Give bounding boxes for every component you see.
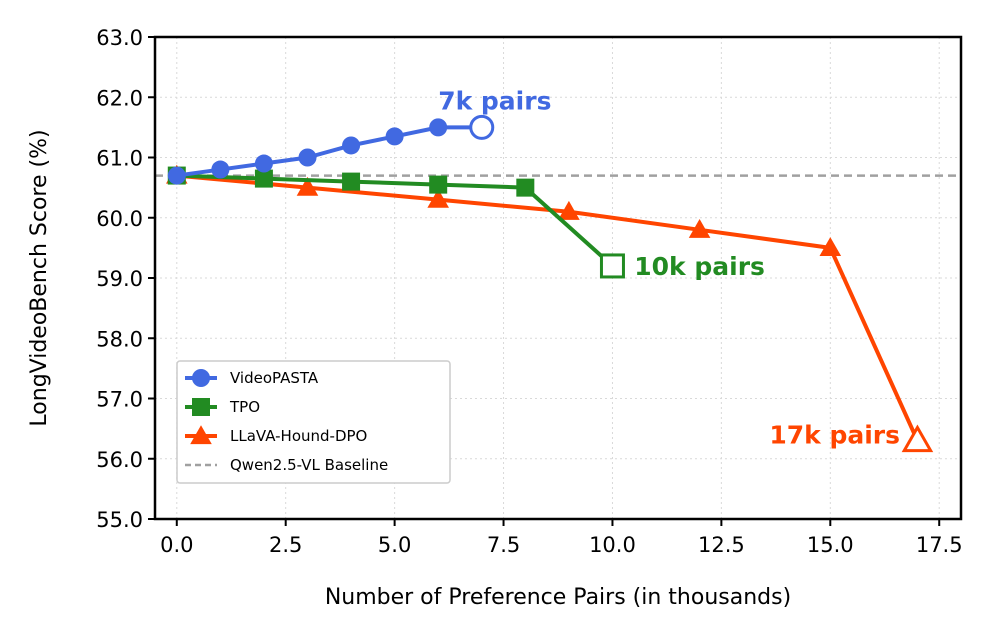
legend-item: VideoPASTA bbox=[185, 369, 319, 387]
legend-item: LLaVA-Hound-DPO bbox=[185, 425, 367, 445]
data-point bbox=[296, 176, 319, 196]
y-tick-label: 57.0 bbox=[96, 388, 143, 412]
y-tick-label: 59.0 bbox=[96, 267, 143, 291]
legend-swatch-marker bbox=[192, 398, 210, 416]
y-tick-label: 62.0 bbox=[96, 86, 143, 110]
annotation-label: 17k pairs bbox=[769, 421, 900, 450]
y-tick-label: 56.0 bbox=[96, 448, 143, 472]
y-axis-label: LongVideoBench Score (%) bbox=[27, 129, 52, 426]
data-point bbox=[342, 172, 361, 191]
legend-label: Qwen2.5-VL Baseline bbox=[230, 456, 388, 474]
series-layer bbox=[165, 114, 934, 453]
legend-label: LLaVA-Hound-DPO bbox=[230, 427, 367, 445]
legend-item: Qwen2.5-VL Baseline bbox=[185, 456, 388, 474]
data-point bbox=[901, 424, 934, 453]
data-point bbox=[558, 200, 580, 220]
data-point bbox=[819, 237, 842, 256]
y-tick-label: 58.0 bbox=[96, 327, 143, 351]
data-point bbox=[516, 178, 535, 197]
legend-swatch-marker bbox=[192, 369, 210, 387]
x-tick-label: 15.0 bbox=[807, 533, 854, 557]
y-tick-label: 55.0 bbox=[96, 508, 143, 532]
annotations: 7k pairs 10k pairs 17k pairs bbox=[438, 86, 900, 449]
legend-box bbox=[176, 360, 451, 484]
series-line-tpo bbox=[176, 173, 614, 268]
y-axis-ticks: 55.0 56.0 57.0 58.0 59.0 60.0 61.0 62.0 63.0 bbox=[96, 26, 155, 532]
y-tick-label: 61.0 bbox=[96, 147, 143, 171]
x-axis-label: Number of Preference Pairs (in thousands… bbox=[325, 585, 791, 610]
data-point bbox=[167, 166, 186, 185]
annotation-label: 10k pairs bbox=[634, 252, 765, 281]
data-point bbox=[298, 148, 317, 167]
data-point bbox=[688, 219, 711, 238]
legend-label: VideoPASTA bbox=[230, 369, 319, 387]
data-point bbox=[254, 169, 273, 188]
x-tick-label: 12.5 bbox=[698, 533, 745, 557]
x-tick-label: 10.0 bbox=[589, 533, 636, 557]
legend-label: TPO bbox=[229, 398, 260, 416]
x-tick-label: 7.5 bbox=[487, 533, 520, 557]
data-point bbox=[469, 114, 495, 140]
data-point bbox=[429, 118, 448, 137]
x-tick-label: 0.0 bbox=[160, 533, 193, 557]
data-point bbox=[427, 188, 449, 208]
x-axis-ticks: 0.0 2.5 5.0 7.5 10.0 12.5 15.0 17.5 bbox=[160, 519, 963, 557]
y-tick-label: 63.0 bbox=[96, 26, 143, 50]
legend-item: TPO bbox=[185, 398, 260, 416]
x-tick-label: 5.0 bbox=[378, 533, 411, 557]
data-point bbox=[429, 175, 448, 194]
data-point bbox=[342, 136, 361, 155]
data-point bbox=[599, 253, 625, 279]
legend-swatch-marker bbox=[190, 425, 212, 445]
x-tick-label: 17.5 bbox=[916, 533, 963, 557]
data-point bbox=[385, 127, 404, 146]
y-tick-label: 60.0 bbox=[96, 207, 143, 231]
data-point bbox=[211, 160, 230, 179]
data-point bbox=[254, 154, 273, 173]
legend: VideoPASTA TPO LLaVA-Hound-DPO Qwen2.5-VL B… bbox=[176, 360, 451, 484]
annotation-label: 7k pairs bbox=[438, 86, 551, 115]
x-tick-label: 2.5 bbox=[269, 533, 302, 557]
